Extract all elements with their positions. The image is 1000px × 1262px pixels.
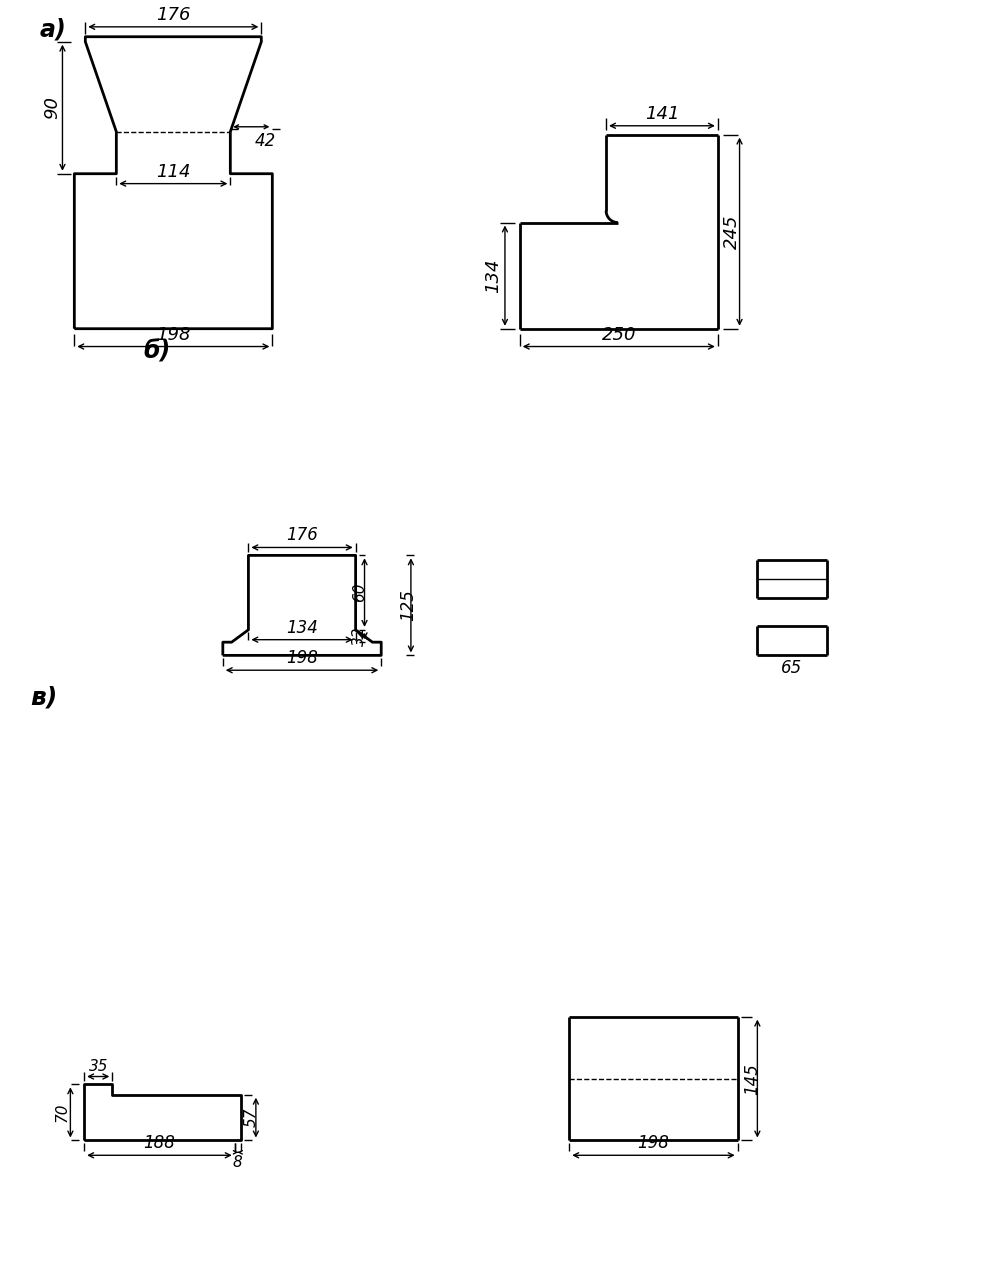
Text: 125: 125 [399,589,417,621]
Text: 90: 90 [44,96,62,119]
Text: в): в) [30,685,57,709]
Text: 188: 188 [143,1135,175,1152]
Text: 198: 198 [286,649,318,668]
Text: 198: 198 [156,326,191,343]
Text: 35: 35 [88,1059,108,1074]
Text: 198: 198 [637,1135,669,1152]
Text: 250: 250 [602,326,636,343]
Text: 141: 141 [645,105,679,122]
Text: 70: 70 [55,1103,70,1122]
Text: 114: 114 [156,163,191,180]
Text: 145: 145 [743,1063,761,1094]
Text: б): б) [144,339,171,363]
Text: 245: 245 [723,215,741,249]
Text: 57: 57 [243,1108,258,1127]
Text: 134: 134 [484,259,502,293]
Text: 65: 65 [781,659,803,678]
Text: 134: 134 [286,618,318,637]
Text: 60: 60 [352,583,367,602]
Text: 176: 176 [286,526,318,544]
Text: 176: 176 [156,6,191,24]
Text: 8: 8 [233,1155,243,1170]
Text: а): а) [40,18,66,42]
Text: 42: 42 [254,131,276,150]
Text: 32: 32 [352,626,367,646]
